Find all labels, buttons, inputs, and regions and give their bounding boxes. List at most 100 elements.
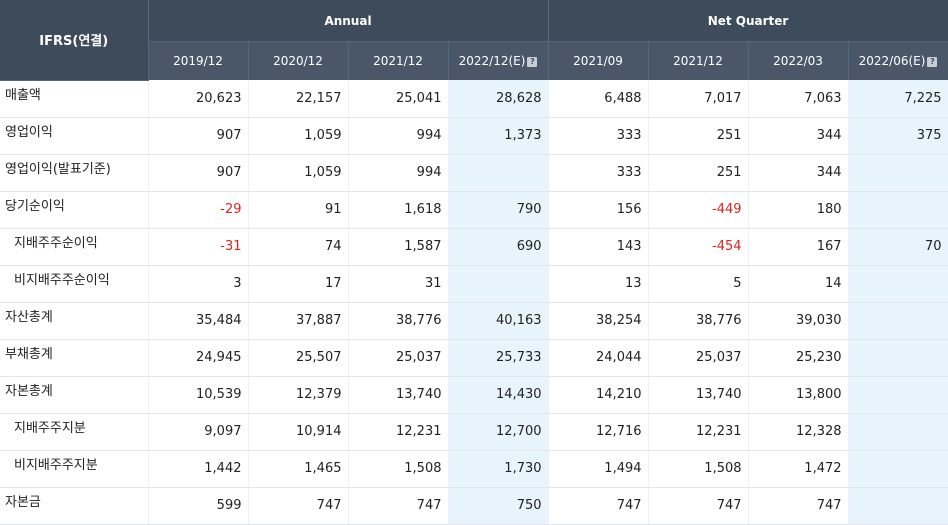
row-label-text: 자산총계 <box>5 310 53 325</box>
table-cell: 333 <box>548 154 649 192</box>
table-cell: 70 <box>848 228 948 266</box>
table-cell: 35,484 <box>148 302 249 340</box>
table-cell: 1,059 <box>248 154 349 192</box>
row-label: 매출액 <box>0 80 149 118</box>
table-cell: 25,041 <box>348 80 449 118</box>
period-header: 2022/06(E)? <box>848 41 948 80</box>
table-cell: 25,507 <box>248 339 349 377</box>
row-label-text: 자본금 <box>5 495 41 510</box>
table-cell: -454 <box>648 228 749 266</box>
table-cell: 7,225 <box>848 80 948 118</box>
row-label-text: 영업이익 <box>5 125 53 140</box>
period-label: 2020/12 <box>273 54 323 68</box>
table-cell <box>848 339 948 377</box>
table-cell: 747 <box>548 487 649 525</box>
table-cell: 156 <box>548 191 649 229</box>
question-icon[interactable]: ? <box>927 57 938 67</box>
table-cell: 25,733 <box>448 339 549 377</box>
table-cell <box>848 191 948 229</box>
table-cell <box>848 450 948 488</box>
table-cell: 38,776 <box>648 302 749 340</box>
table-cell: 13,800 <box>748 376 849 414</box>
row-label-text: 매출액 <box>5 88 41 103</box>
table-cell: -31 <box>148 228 249 266</box>
row-label-text: 비지배주주지분 <box>14 458 98 473</box>
row-label-text: 자본총계 <box>5 384 53 399</box>
table-cell: 1,508 <box>348 450 449 488</box>
table-cell: 994 <box>348 154 449 192</box>
period-label: 2021/12 <box>673 54 723 68</box>
table-row: 당기순이익 -29 91 1,618 790 156 -449 180 <box>0 191 948 229</box>
table-row: 지배주주지분 9,097 10,914 12,231 12,700 12,716 12,23… <box>0 413 948 451</box>
table-cell: 1,442 <box>148 450 249 488</box>
table-cell <box>848 154 948 192</box>
table-cell: -449 <box>648 191 749 229</box>
table-cell <box>448 154 549 192</box>
table-cell: 1,494 <box>548 450 649 488</box>
table-row: 자본총계 10,539 12,379 13,740 14,430 14,210 13,740… <box>0 376 948 414</box>
table-cell: 747 <box>348 487 449 525</box>
table-cell: 1,472 <box>748 450 849 488</box>
table-cell: 14 <box>748 265 849 303</box>
table-cell: 7,017 <box>648 80 749 118</box>
table-cell: 747 <box>648 487 749 525</box>
row-label: 영업이익 <box>0 117 149 155</box>
row-label: 영업이익(발표기준) <box>0 154 149 192</box>
table-cell: 24,945 <box>148 339 249 377</box>
table-cell: 344 <box>748 117 849 155</box>
table-cell: 13 <box>548 265 649 303</box>
table-cell <box>848 376 948 414</box>
row-label: 지배주주지분 <box>0 413 149 451</box>
table-cell: 1,587 <box>348 228 449 266</box>
table-cell: 690 <box>448 228 549 266</box>
table-cell: 39,030 <box>748 302 849 340</box>
table-row: 부채총계 24,945 25,507 25,037 25,733 24,044 25,037… <box>0 339 948 377</box>
table-cell: 1,508 <box>648 450 749 488</box>
table-cell: 599 <box>148 487 249 525</box>
question-icon[interactable]: ? <box>527 57 538 67</box>
table-row: 비지배주주순이익 3 17 31 13 5 14 <box>0 265 948 303</box>
table-cell: 10,539 <box>148 376 249 414</box>
table-cell: 790 <box>448 191 549 229</box>
row-label-text: 부채총계 <box>5 347 53 362</box>
table-cell: 1,730 <box>448 450 549 488</box>
period-label: 2022/12(E) <box>458 54 526 68</box>
table-cell: 74 <box>248 228 349 266</box>
table-cell: 747 <box>748 487 849 525</box>
table-cell: 1,465 <box>248 450 349 488</box>
table-cell: 31 <box>348 265 449 303</box>
table-cell: 333 <box>548 117 649 155</box>
table-cell <box>448 265 549 303</box>
table-cell: 28,628 <box>448 80 549 118</box>
table-cell: 37,887 <box>248 302 349 340</box>
table-cell: 344 <box>748 154 849 192</box>
table-cell: 747 <box>248 487 349 525</box>
row-label: 자본금 <box>0 487 149 525</box>
table-corner-header: IFRS(연결) <box>0 0 149 81</box>
table-cell: 10,914 <box>248 413 349 451</box>
table-cell: 17 <box>248 265 349 303</box>
table-cell: 24,044 <box>548 339 649 377</box>
table-row: 영업이익 907 1,059 994 1,373 333 251 344 375 <box>0 117 948 155</box>
table-row: 자산총계 35,484 37,887 38,776 40,163 38,254 38,776… <box>0 302 948 340</box>
table-cell: 143 <box>548 228 649 266</box>
table-cell <box>848 302 948 340</box>
table-cell: 12,379 <box>248 376 349 414</box>
row-label: 비지배주주지분 <box>0 450 149 488</box>
period-label: 2022/06(E) <box>858 54 926 68</box>
table-row: 자본금 599 747 747 750 747 747 747 <box>0 487 948 525</box>
table-cell: 38,254 <box>548 302 649 340</box>
table-cell: 251 <box>648 117 749 155</box>
period-header: 2022/03 <box>748 41 849 80</box>
row-label: 당기순이익 <box>0 191 149 229</box>
table-cell: 12,231 <box>648 413 749 451</box>
table-cell <box>848 487 948 525</box>
table-row: 지배주주순이익 -31 74 1,587 690 143 -454 167 70 <box>0 228 948 266</box>
table-cell: 13,740 <box>348 376 449 414</box>
table-cell: 907 <box>148 117 249 155</box>
table-cell: 5 <box>648 265 749 303</box>
row-label-text: 당기순이익 <box>5 199 65 214</box>
row-label-text: 영업이익(발표기준) <box>5 162 111 177</box>
annual-group-header: Annual <box>148 0 549 42</box>
